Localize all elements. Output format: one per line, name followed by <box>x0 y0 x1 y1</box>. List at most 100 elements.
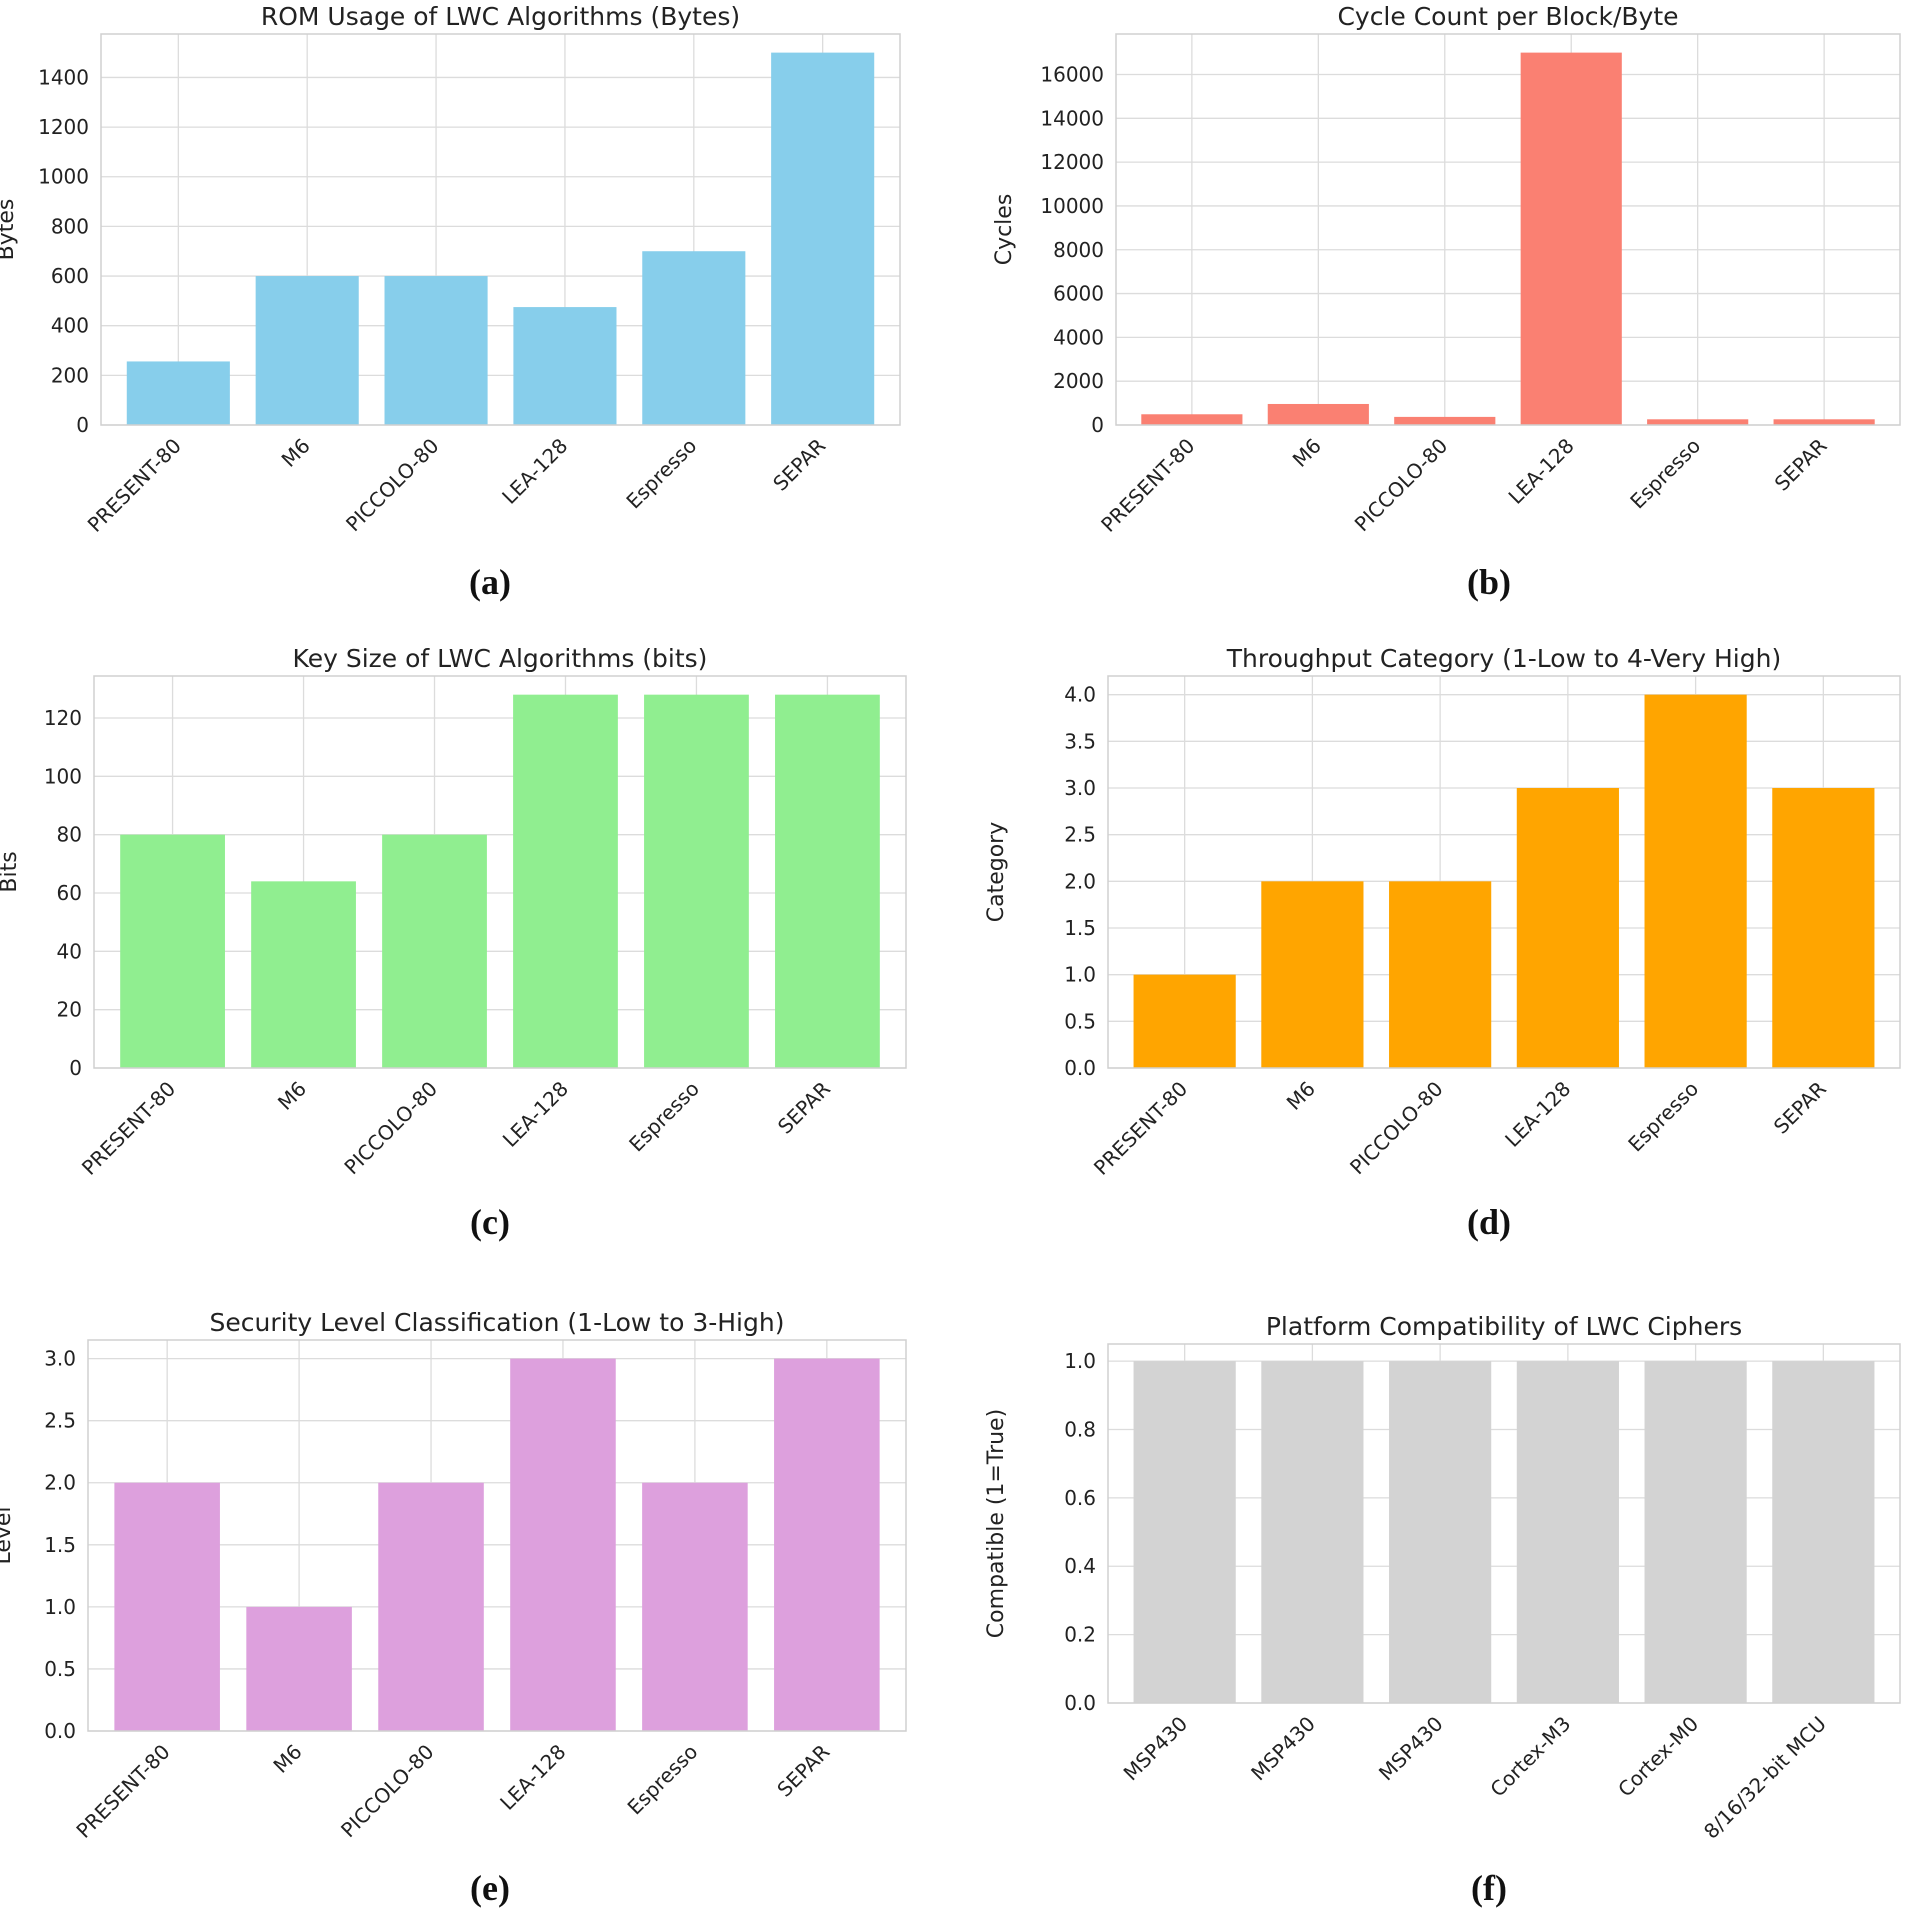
panel-label: (d) <box>1467 1202 1511 1242</box>
x-tick-label: PRESENT-80 <box>72 1740 175 1843</box>
x-tick-label: PICCOLO-80 <box>336 1740 439 1843</box>
y-tick-label: 1200 <box>38 115 89 139</box>
x-tick-label: PICCOLO-80 <box>1350 434 1453 537</box>
x-tick-label: PICCOLO-80 <box>1345 1077 1448 1180</box>
bar-m6 <box>251 881 356 1068</box>
y-tick-label: 8000 <box>1053 238 1104 262</box>
x-tick-label: MSP430 <box>1246 1712 1320 1786</box>
y-tick-label: 3.5 <box>1064 729 1096 753</box>
x-tick-label: LEA-128 <box>498 1077 573 1152</box>
y-tick-label: 2.0 <box>44 1471 76 1495</box>
y-tick-label: 1.0 <box>44 1595 76 1619</box>
y-tick-label: 3.0 <box>44 1347 76 1371</box>
y-tick-label: 0.0 <box>1064 1056 1096 1080</box>
bar-espresso <box>642 1482 748 1731</box>
x-tick-label: LEA-128 <box>1500 1077 1575 1152</box>
plot-frame <box>100 33 901 426</box>
panel-label: (b) <box>1467 562 1511 602</box>
x-tick-label: M6 <box>1282 1077 1320 1115</box>
y-axis-label: Level <box>0 1506 16 1564</box>
bar-present-80 <box>1141 414 1243 425</box>
panel-label: (f) <box>1471 1868 1507 1908</box>
chart-panel-b: 0 2000 4000 6000 8000 10000 12000 14000 16000 PRE… <box>992 2 1901 602</box>
chart-title: Platform Compatibility of LWC Ciphers <box>1266 1312 1742 1341</box>
y-tick-label: 3.0 <box>1064 776 1096 800</box>
y-tick-label: 0 <box>69 1056 82 1080</box>
bar-piccolo-80 <box>384 276 488 425</box>
bar-cortex-m0 <box>1644 1361 1747 1703</box>
bar-lea-128 <box>1516 788 1619 1068</box>
y-axis-label: Bits <box>0 851 22 892</box>
y-tick-label: 800 <box>51 214 89 238</box>
bar-espresso <box>642 251 746 425</box>
x-tick-label: LEA-128 <box>495 1740 570 1815</box>
y-tick-label: 0.5 <box>44 1657 76 1681</box>
plot-frame <box>93 675 907 1069</box>
x-tick-label: PICCOLO-80 <box>339 1077 442 1180</box>
y-tick-label: 0.2 <box>1064 1623 1096 1647</box>
y-tick-label: 0 <box>1091 413 1104 437</box>
x-tick-label: SEPAR <box>772 1740 834 1802</box>
plot-frame <box>1107 1343 1901 1704</box>
x-tick-label: SEPAR <box>1770 434 1832 496</box>
bar-piccolo-80 <box>382 834 487 1068</box>
bar-present-80 <box>120 834 225 1068</box>
y-tick-label: 1.5 <box>44 1533 76 1557</box>
y-tick-label: 6000 <box>1053 282 1104 306</box>
x-tick-label: Espresso <box>624 1077 704 1157</box>
y-tick-label: 0.0 <box>1064 1691 1096 1715</box>
plot-frame <box>87 1339 907 1732</box>
x-tick-label: Espresso <box>1623 1077 1703 1157</box>
y-axis-label: Cycles <box>992 194 1017 266</box>
bar-msp430 <box>1261 1361 1364 1703</box>
y-tick-label: 20 <box>57 998 82 1022</box>
y-axis-label: Category <box>984 822 1009 923</box>
plot-frame <box>1107 675 1901 1069</box>
x-tick-label: SEPAR <box>768 434 830 496</box>
y-tick-label: 0.6 <box>1064 1486 1096 1510</box>
panel-label: (c) <box>470 1202 510 1242</box>
bar-piccolo-80 <box>1389 881 1492 1068</box>
bar-espresso <box>644 694 749 1068</box>
chart-title: ROM Usage of LWC Algorithms (Bytes) <box>261 2 740 31</box>
y-tick-label: 60 <box>57 881 82 905</box>
bar-separ <box>774 1358 880 1731</box>
x-tick-label: 8/16/32-bit MCU <box>1699 1712 1831 1844</box>
bar-present-80 <box>126 361 230 425</box>
x-tick-label: M6 <box>273 1077 311 1115</box>
chart-panel-d: 0.0 0.5 1.0 1.5 2.0 2.5 3.0 3.5 4.0 PRESENT-80 M6 P… <box>984 644 1901 1242</box>
bar-separ <box>1773 419 1875 425</box>
x-tick-label: LEA-128 <box>497 434 572 509</box>
chart-panel-a: 0 200 400 600 800 1000 1200 1400 PRESENT-80 M6 PIC… <box>0 2 901 602</box>
y-tick-label: 40 <box>57 939 82 963</box>
bar-msp430 <box>1389 1361 1492 1703</box>
x-tick-label: LEA-128 <box>1504 434 1579 509</box>
bar-lea-128 <box>510 1358 616 1731</box>
bar-espresso <box>1644 694 1747 1068</box>
x-tick-label: M6 <box>1288 434 1326 472</box>
x-tick-label: PRESENT-80 <box>1096 434 1199 537</box>
x-tick-label: Cortex-M3 <box>1485 1712 1575 1802</box>
bar-lea-128 <box>513 694 618 1068</box>
x-tick-label: M6 <box>277 434 315 472</box>
y-tick-label: 1.0 <box>1064 1349 1096 1373</box>
chart-title: Key Size of LWC Algorithms (bits) <box>293 644 708 673</box>
panel-label: (e) <box>470 1868 510 1908</box>
y-tick-label: 1.0 <box>1064 963 1096 987</box>
bar-present-80 <box>1133 974 1236 1068</box>
y-tick-label: 0 <box>76 413 89 437</box>
x-tick-label: MSP430 <box>1119 1712 1193 1786</box>
chart-panel-f: 0.0 0.2 0.4 0.6 0.8 1.0 MSP430 MSP430 MSP430 Cort… <box>984 1312 1901 1908</box>
x-tick-label: SEPAR <box>1769 1077 1831 1139</box>
y-tick-label: 4.0 <box>1064 683 1096 707</box>
x-tick-label: M6 <box>268 1740 306 1778</box>
x-tick-label: Espresso <box>1625 434 1705 514</box>
y-axis-label: Compatible (1=True) <box>984 1409 1009 1638</box>
x-tick-label: SEPAR <box>773 1077 835 1139</box>
panel-label: (a) <box>469 562 511 602</box>
y-tick-label: 100 <box>44 764 82 788</box>
y-tick-label: 2.0 <box>1064 869 1096 893</box>
x-tick-label: Espresso <box>621 434 701 514</box>
bar-lea-128 <box>1520 52 1622 425</box>
